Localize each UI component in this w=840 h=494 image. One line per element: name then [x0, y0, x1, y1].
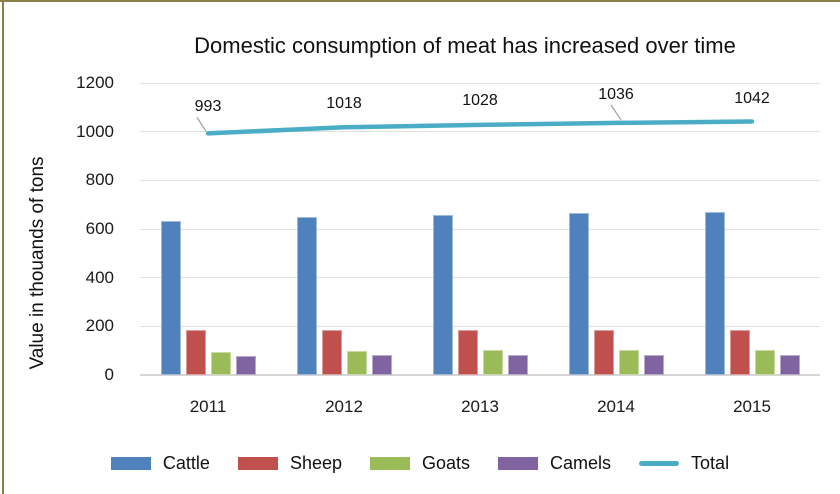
bar-sheep-2014	[593, 329, 614, 375]
bar-sheep-2013	[457, 330, 478, 375]
bar-camels-2011	[235, 355, 256, 375]
page-border-top	[0, 0, 840, 2]
y-tick-label: 600	[85, 219, 114, 238]
legend-item-goats: Goats	[370, 453, 470, 474]
total-data-label-2012: 1018	[326, 95, 362, 113]
legend-swatch-icon	[370, 456, 410, 470]
x-axis-label-2013: 2013	[461, 397, 499, 416]
y-tick-label: 800	[85, 170, 114, 190]
bar-camels-2012	[371, 354, 392, 375]
bar-goats-2012	[346, 350, 367, 375]
gridline-1000	[140, 131, 820, 133]
legend-item-total: Total	[639, 453, 729, 474]
bar-goats-2013	[482, 350, 503, 375]
gridline-0	[140, 374, 820, 376]
page-border-left	[2, 0, 4, 494]
legend-swatch-icon	[237, 456, 278, 470]
gridline-400	[140, 277, 820, 279]
total-data-label-2013: 1028	[462, 91, 498, 109]
gridline-200	[140, 325, 820, 327]
y-tick-label: 1000	[76, 121, 114, 141]
bar-goats-2011	[210, 351, 231, 375]
data-label-leader-line	[610, 104, 622, 121]
legend-line-icon	[639, 460, 680, 466]
data-label-leader-line	[196, 117, 207, 132]
x-axis-label-2012: 2012	[325, 397, 363, 416]
legend-swatch-icon	[498, 456, 539, 470]
bar-sheep-2011	[185, 330, 206, 375]
total-data-label-2014: 1036	[598, 85, 634, 103]
legend-label: Sheep	[289, 452, 342, 473]
legend-label: Camels	[550, 452, 612, 473]
total-data-label-2011: 993	[194, 98, 222, 116]
plot-area: 993 1018 1028 1036 1042	[140, 82, 820, 376]
gridline-600	[140, 228, 820, 230]
bar-camels-2014	[643, 354, 664, 375]
x-axis-label-2015: 2015	[733, 397, 771, 416]
total-line	[205, 119, 755, 136]
y-tick-label: 0	[104, 365, 114, 384]
bar-sheep-2012	[321, 330, 342, 375]
bar-cattle-2015	[704, 212, 725, 375]
bar-camels-2013	[507, 354, 528, 375]
legend-swatch-icon	[110, 456, 151, 470]
bar-sheep-2015	[729, 329, 750, 375]
bar-cattle-2014	[568, 213, 589, 375]
x-axis-label-2014: 2014	[597, 397, 635, 416]
gridline-800	[140, 179, 820, 181]
bar-camels-2015	[779, 354, 800, 375]
bar-cattle-2013	[432, 214, 453, 375]
legend-label: Goats	[422, 452, 471, 473]
legend-item-camels: Camels	[498, 453, 611, 474]
chart-title: Domestic consumption of meat has increas…	[194, 33, 736, 58]
bar-cattle-2011	[160, 220, 181, 375]
y-tick-label: 200	[85, 316, 114, 336]
bar-goats-2014	[618, 349, 639, 375]
total-line-layer	[196, 104, 755, 136]
x-axis-labels: 2011 2012 2013 2014 2015	[140, 397, 820, 419]
gridline-1200	[140, 82, 820, 84]
bar-cattle-2012	[296, 216, 317, 375]
legend-item-cattle: Cattle	[110, 452, 210, 474]
legend: Cattle Sheep Goats Camels Total	[0, 450, 840, 476]
y-axis-tick-labels: 1200 1000 800 600 400 200 0	[0, 73, 114, 384]
legend-label: Total	[691, 452, 730, 473]
y-tick-label: 1200	[76, 73, 114, 92]
legend-item-sheep: Sheep	[237, 452, 342, 474]
total-data-label-2015: 1042	[734, 90, 770, 108]
y-tick-label: 400	[85, 267, 114, 287]
legend-label: Cattle	[162, 452, 210, 473]
x-axis-label-2011: 2011	[189, 397, 227, 416]
bar-goats-2015	[754, 349, 775, 375]
